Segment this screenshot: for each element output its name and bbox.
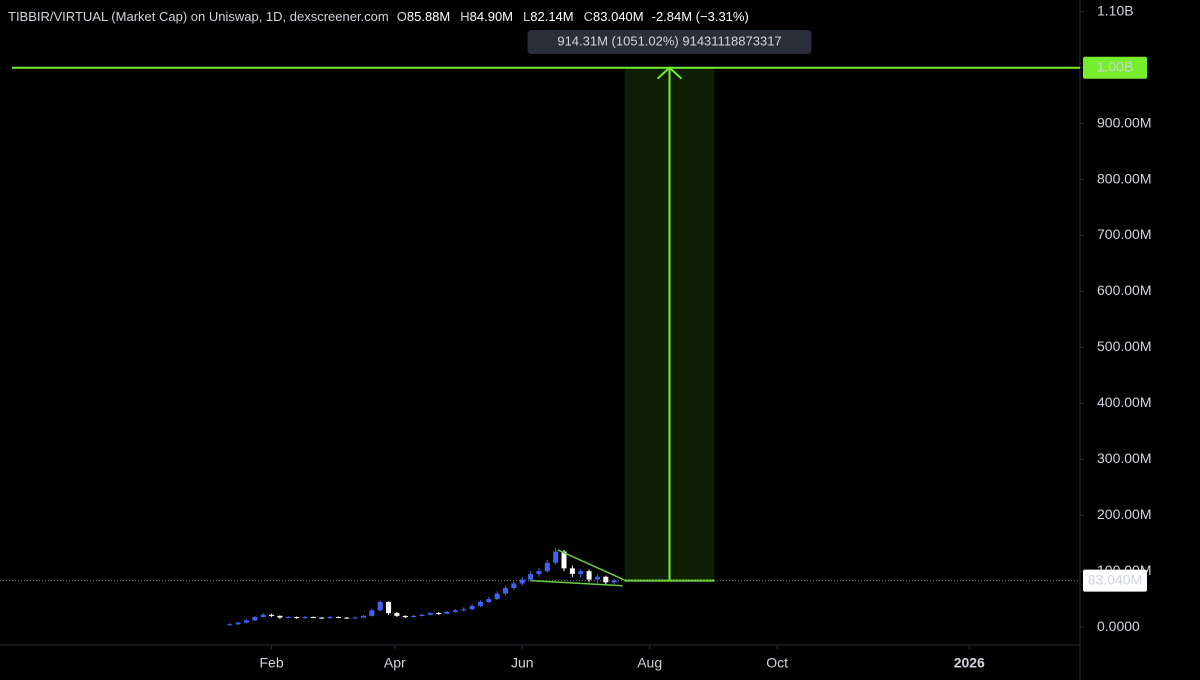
candle-body: [369, 610, 375, 616]
candle-body: [402, 615, 408, 618]
y-tick-label: 500.00M: [1097, 338, 1151, 354]
x-tick-label: Oct: [766, 655, 788, 671]
y-tick-label: 300.00M: [1097, 450, 1151, 466]
x-tick-label: Feb: [260, 655, 284, 671]
candle-body: [360, 615, 366, 618]
ohlc-value: 82.14M: [530, 9, 573, 24]
candle-body: [294, 617, 300, 619]
candle-body: [436, 613, 442, 615]
candle-body: [578, 571, 584, 574]
candle-body: [486, 599, 492, 602]
candle-body: [611, 580, 617, 583]
ohlc-value: 85.88M: [407, 9, 450, 24]
measure-tooltip-bg: [527, 30, 812, 54]
candle-body: [519, 579, 525, 584]
candle-body: [452, 610, 458, 612]
price-label-bg: [1083, 569, 1147, 592]
x-tick-label: Jun: [511, 655, 534, 671]
candle-body: [269, 614, 275, 616]
candle-body: [511, 583, 517, 588]
candle-body: [352, 617, 358, 619]
ohlc-key: H: [460, 9, 469, 24]
x-tick-label: Apr: [384, 655, 406, 671]
y-tick-label: 0.0000: [1097, 618, 1140, 634]
candle-body: [569, 568, 575, 574]
candle-body: [235, 622, 241, 625]
candle-body: [335, 617, 341, 619]
plot: [0, 66, 1080, 626]
y-tick-label: 600.00M: [1097, 282, 1151, 298]
candle-body: [386, 601, 392, 614]
candle-body: [444, 611, 450, 614]
candle-body: [494, 593, 500, 600]
candle-body: [461, 609, 467, 611]
price-label: 83.040M: [1088, 571, 1142, 587]
candle-body: [227, 624, 233, 626]
y-tick-label: 800.00M: [1097, 170, 1151, 186]
ohlc-key: L: [523, 9, 530, 24]
candle-body: [277, 615, 283, 618]
y-tick-label: 1.10B: [1097, 2, 1134, 18]
y-tick-label: 900.00M: [1097, 114, 1151, 130]
trendline: [557, 549, 625, 581]
candle-body: [394, 613, 400, 616]
x-tick-label: Aug: [637, 655, 662, 671]
chart-title: TIBBIR/VIRTUAL (Market Cap) on Uniswap, …: [8, 9, 389, 24]
candle-body: [544, 562, 550, 572]
candle-body: [594, 576, 600, 580]
candle-body: [503, 587, 509, 594]
candle-body: [427, 613, 433, 615]
candle-body: [536, 571, 542, 574]
ohlc-key: C: [584, 9, 593, 24]
y-tick-label: 700.00M: [1097, 226, 1151, 242]
candle-body: [586, 571, 592, 580]
candle-body: [344, 617, 350, 619]
candle-body: [285, 617, 291, 619]
candle-body: [319, 617, 325, 619]
y-tick-label: 400.00M: [1097, 394, 1151, 410]
candle-body: [561, 551, 567, 569]
chart-header: TIBBIR/VIRTUAL (Market Cap) on Uniswap, …: [8, 9, 749, 24]
candle-body: [477, 601, 483, 606]
candle-body: [327, 617, 333, 619]
candle-body: [252, 617, 258, 621]
candle-body: [243, 620, 250, 623]
x-tick-label: 2026: [954, 655, 985, 671]
candle-body: [528, 573, 534, 580]
y-tick-label: 200.00M: [1097, 506, 1151, 522]
candle-body: [469, 605, 475, 610]
ohlc-change: -2.84M (−3.31%): [652, 9, 749, 24]
target-label: 1.00B: [1097, 58, 1134, 74]
candle-body: [377, 601, 383, 611]
target-label-bg: [1083, 56, 1147, 79]
candle-body: [260, 614, 266, 618]
candle-body: [302, 617, 308, 619]
trendline: [530, 579, 623, 587]
candle-body: [553, 551, 559, 563]
candle-body: [603, 576, 609, 583]
candle-body: [419, 614, 425, 616]
candle-body: [411, 615, 417, 618]
measure-tooltip: 914.31M (1051.02%) 91431118873317: [557, 33, 781, 48]
ohlc-key: O: [397, 9, 407, 24]
ohlc-value: 84.90M: [470, 9, 513, 24]
candle-body: [310, 617, 316, 619]
ohlc-value: 83.040M: [593, 9, 644, 24]
